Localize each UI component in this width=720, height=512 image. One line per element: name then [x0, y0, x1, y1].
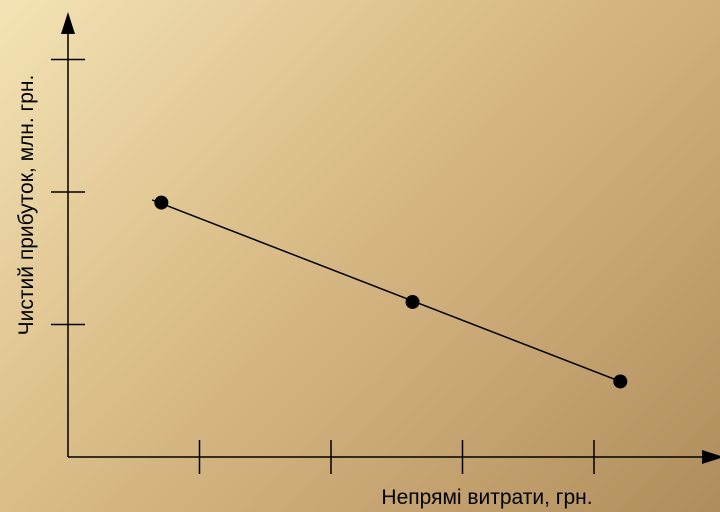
data-point: [154, 195, 169, 210]
y-axis-title: Чистий прибуток, млн. грн.: [15, 75, 38, 336]
data-point: [613, 374, 628, 389]
trend-line: [151, 199, 621, 383]
axes: [61, 12, 720, 464]
x-axis-arrow-icon: [702, 450, 720, 464]
data-marks: [151, 195, 628, 389]
y-axis-arrow-icon: [61, 12, 75, 34]
data-point: [405, 294, 420, 309]
ticks: [51, 58, 595, 474]
x-axis-title: Непрямі витрати, грн.: [381, 486, 592, 509]
